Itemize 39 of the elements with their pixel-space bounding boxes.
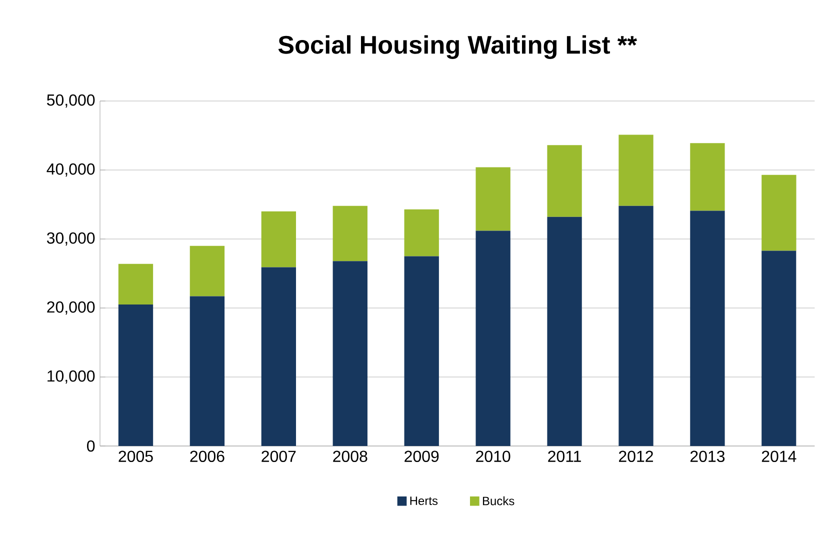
bar	[404, 256, 439, 446]
legend-label: Herts	[410, 496, 438, 506]
bar	[190, 246, 225, 296]
y-tick-label: 50,000	[47, 94, 95, 108]
x-tick-label: 2014	[762, 450, 796, 462]
bar	[690, 143, 725, 211]
legend-label: Bucks	[482, 496, 514, 506]
bar	[476, 167, 510, 231]
x-tick-label: 2008	[333, 450, 368, 462]
bar	[404, 209, 439, 256]
bar	[547, 216, 582, 446]
y-tick-label: 10,000	[48, 370, 95, 384]
bar	[762, 174, 796, 251]
bar	[118, 304, 154, 446]
bar	[762, 250, 796, 446]
chart-title: Social Housing Waiting List **	[278, 35, 638, 59]
bar	[261, 211, 296, 268]
x-tick-label: 2009	[404, 450, 439, 462]
bar	[332, 206, 368, 262]
y-tick-label: 20,000	[47, 301, 95, 315]
y-tick-label: 40,000	[46, 163, 95, 177]
bar	[332, 261, 368, 446]
x-tick-label: 2011	[548, 450, 581, 462]
bar	[476, 230, 510, 446]
x-tick-label: 2010	[476, 450, 510, 462]
bar	[547, 145, 582, 217]
bar	[190, 296, 225, 446]
bar	[690, 210, 725, 446]
bar	[261, 267, 296, 446]
y-tick-label: 0	[87, 440, 95, 452]
bar	[118, 264, 154, 305]
x-tick-label: 2007	[262, 450, 296, 462]
bar	[618, 134, 654, 206]
x-tick-label: 2006	[190, 450, 224, 462]
bar	[618, 206, 654, 446]
x-tick-label: 2012	[618, 450, 653, 462]
y-tick-label: 30,000	[46, 232, 95, 246]
x-tick-label: 2013	[690, 450, 725, 462]
x-tick-label: 2005	[118, 450, 153, 462]
